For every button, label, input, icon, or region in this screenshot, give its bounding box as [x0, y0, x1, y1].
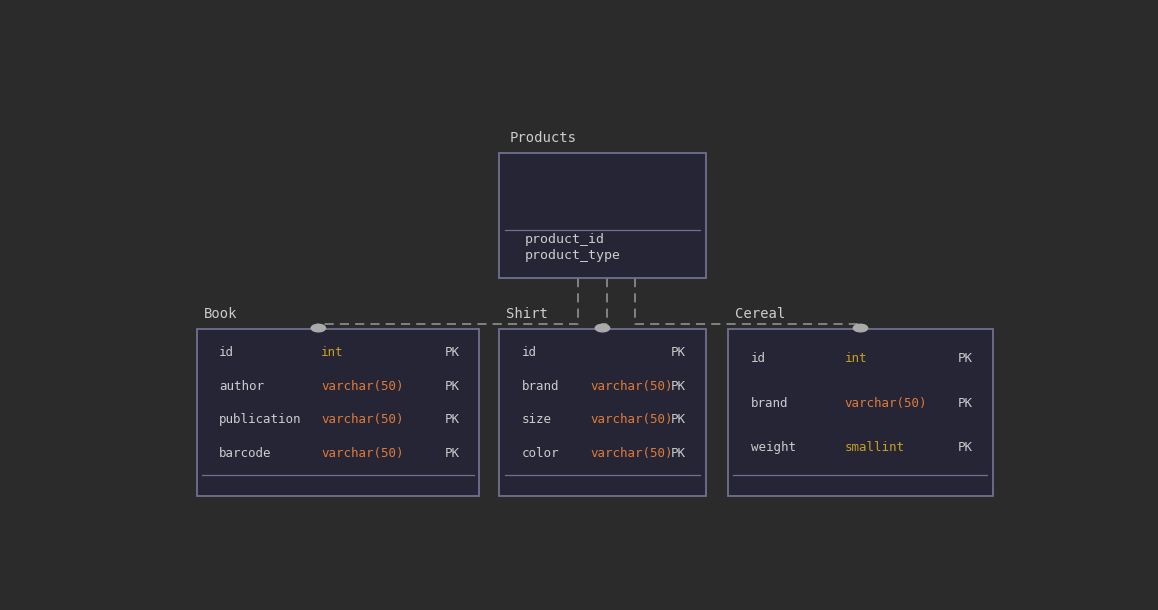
Text: varchar(50): varchar(50) — [321, 447, 404, 460]
Text: varchar(50): varchar(50) — [591, 447, 673, 460]
Text: int: int — [321, 346, 344, 359]
Text: publication: publication — [219, 414, 302, 426]
Circle shape — [312, 325, 325, 332]
Text: PK: PK — [958, 441, 973, 454]
Text: varchar(50): varchar(50) — [844, 396, 928, 410]
Text: author: author — [219, 380, 264, 393]
Text: id: id — [219, 346, 234, 359]
Text: Products: Products — [510, 131, 577, 145]
Text: id: id — [750, 352, 765, 365]
Text: PK: PK — [445, 346, 460, 359]
Text: weight: weight — [750, 441, 796, 454]
Text: Shirt: Shirt — [506, 307, 548, 321]
Text: varchar(50): varchar(50) — [321, 380, 404, 393]
Circle shape — [853, 325, 867, 332]
Text: brand: brand — [750, 396, 789, 410]
Text: PK: PK — [445, 414, 460, 426]
Text: int: int — [844, 352, 867, 365]
Text: smallint: smallint — [844, 441, 904, 454]
Circle shape — [595, 325, 609, 332]
Text: varchar(50): varchar(50) — [591, 414, 673, 426]
Text: id: id — [522, 346, 536, 359]
Text: brand: brand — [522, 380, 559, 393]
Text: PK: PK — [670, 346, 686, 359]
Text: PK: PK — [445, 380, 460, 393]
Text: PK: PK — [670, 414, 686, 426]
FancyBboxPatch shape — [197, 329, 479, 496]
Text: PK: PK — [958, 396, 973, 410]
FancyBboxPatch shape — [499, 153, 705, 278]
Text: product_id: product_id — [525, 233, 604, 246]
Text: barcode: barcode — [219, 447, 272, 460]
Text: Book: Book — [204, 307, 237, 321]
Text: PK: PK — [958, 352, 973, 365]
Text: varchar(50): varchar(50) — [591, 380, 673, 393]
Text: color: color — [522, 447, 559, 460]
Text: PK: PK — [670, 447, 686, 460]
Text: size: size — [522, 414, 551, 426]
Text: varchar(50): varchar(50) — [321, 414, 404, 426]
FancyBboxPatch shape — [499, 329, 705, 496]
Text: Cereal: Cereal — [735, 307, 785, 321]
FancyBboxPatch shape — [728, 329, 992, 496]
Text: product_type: product_type — [525, 249, 621, 262]
Text: PK: PK — [670, 380, 686, 393]
Text: PK: PK — [445, 447, 460, 460]
